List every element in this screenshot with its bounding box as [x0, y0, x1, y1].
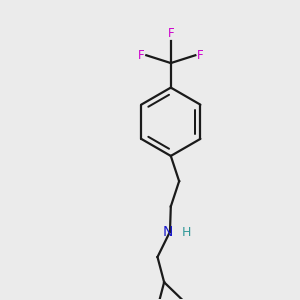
- Text: N: N: [162, 225, 173, 239]
- Text: F: F: [167, 27, 174, 40]
- Text: F: F: [138, 49, 145, 62]
- Text: H: H: [181, 226, 190, 239]
- Text: F: F: [197, 49, 204, 62]
